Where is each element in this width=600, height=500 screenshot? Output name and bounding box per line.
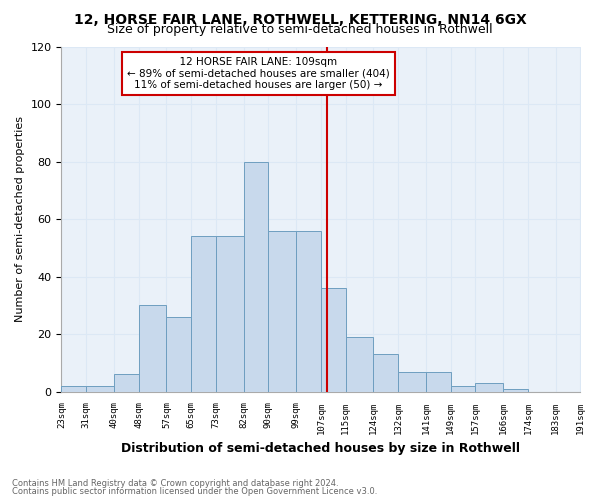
Bar: [296, 230, 321, 392]
Bar: [475, 383, 503, 392]
Bar: [268, 230, 296, 392]
Bar: [451, 386, 475, 392]
Text: Contains public sector information licensed under the Open Government Licence v3: Contains public sector information licen…: [12, 487, 377, 496]
Bar: [426, 372, 451, 392]
Text: 12, HORSE FAIR LANE, ROTHWELL, KETTERING, NN14 6GX: 12, HORSE FAIR LANE, ROTHWELL, KETTERING…: [74, 12, 526, 26]
Bar: [216, 236, 244, 392]
Bar: [61, 386, 86, 392]
Bar: [166, 317, 191, 392]
Text: 12 HORSE FAIR LANE: 109sqm  
← 89% of semi-detached houses are smaller (404)
11%: 12 HORSE FAIR LANE: 109sqm ← 89% of semi…: [127, 57, 390, 90]
Bar: [244, 162, 268, 392]
Y-axis label: Number of semi-detached properties: Number of semi-detached properties: [15, 116, 25, 322]
Bar: [86, 386, 114, 392]
Bar: [321, 288, 346, 392]
Bar: [191, 236, 216, 392]
Bar: [139, 306, 166, 392]
Bar: [503, 389, 528, 392]
X-axis label: Distribution of semi-detached houses by size in Rothwell: Distribution of semi-detached houses by …: [121, 442, 520, 455]
Bar: [398, 372, 426, 392]
Bar: [346, 337, 373, 392]
Bar: [114, 374, 139, 392]
Text: Contains HM Land Registry data © Crown copyright and database right 2024.: Contains HM Land Registry data © Crown c…: [12, 478, 338, 488]
Bar: [373, 354, 398, 392]
Text: Size of property relative to semi-detached houses in Rothwell: Size of property relative to semi-detach…: [107, 22, 493, 36]
